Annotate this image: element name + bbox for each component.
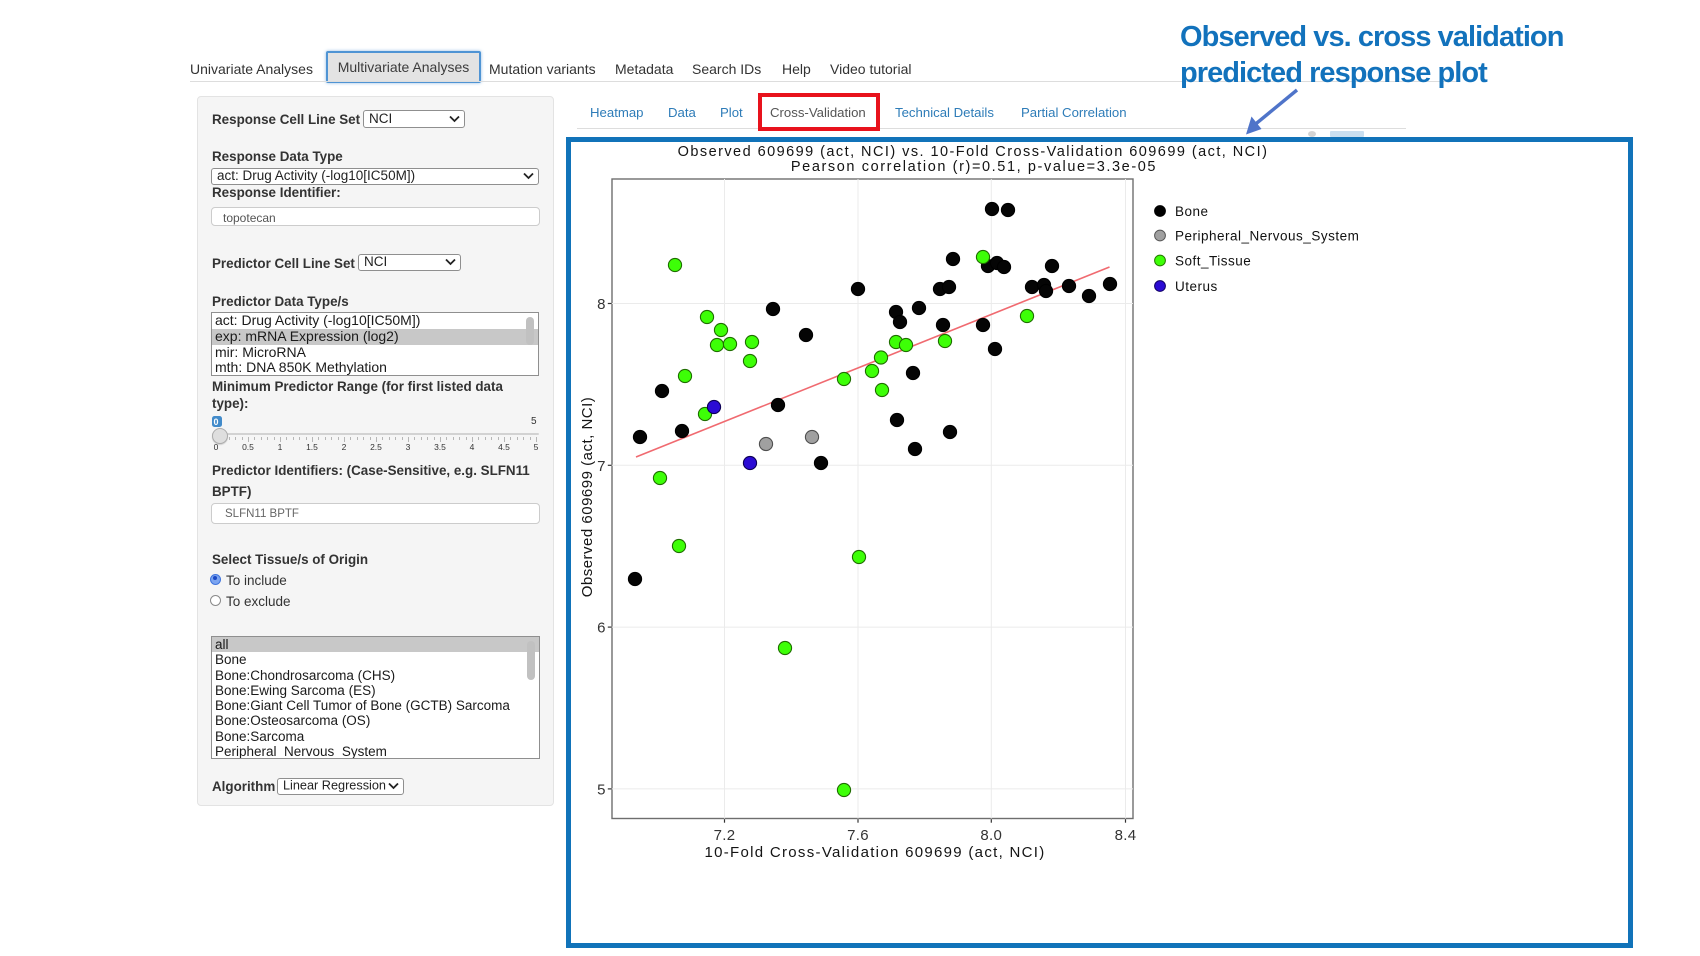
svg-text:Soft_Tissue: Soft_Tissue [1175,253,1251,268]
svg-text:8.0: 8.0 [980,827,1002,844]
svg-text:Peripheral_Nervous_System: Peripheral_Nervous_System [1175,228,1359,243]
svg-text:6: 6 [597,620,605,637]
svg-text:8.4: 8.4 [1115,827,1137,844]
svg-text:Bone: Bone [1175,204,1209,219]
svg-text:7.6: 7.6 [847,827,869,844]
svg-text:7: 7 [597,458,605,475]
svg-text:Uterus: Uterus [1175,279,1218,294]
svg-text:Observed 609699 (act, NCI): Observed 609699 (act, NCI) [579,397,596,598]
svg-text:Pearson correlation (r)=0.51,: Pearson correlation (r)=0.51, p-value=3.… [791,159,1157,175]
svg-text:7.2: 7.2 [714,827,736,844]
svg-text:8: 8 [597,296,605,313]
svg-text:Observed 609699 (act, NCI) vs.: Observed 609699 (act, NCI) vs. 10-Fold C… [678,144,1269,160]
svg-text:5: 5 [597,781,605,798]
svg-text:10-Fold Cross-Validation 60969: 10-Fold Cross-Validation 609699 (act, NC… [704,844,1045,861]
